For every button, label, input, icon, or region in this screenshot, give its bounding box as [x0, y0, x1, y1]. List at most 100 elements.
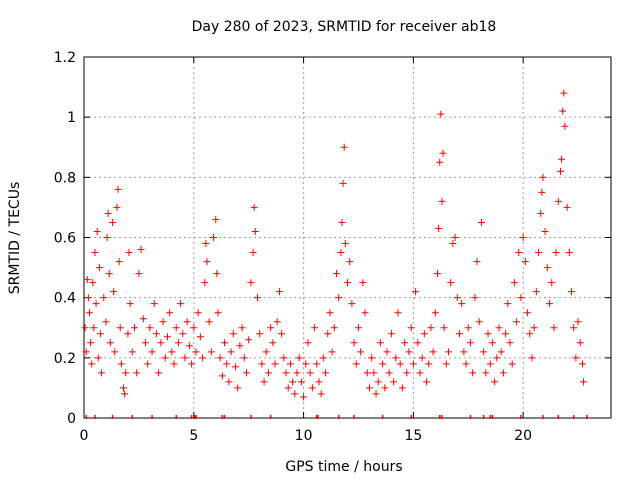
data-point	[114, 185, 122, 193]
data-point	[497, 348, 505, 356]
data-point	[376, 339, 384, 347]
data-point	[133, 369, 141, 377]
data-point	[394, 309, 402, 317]
data-point	[202, 240, 210, 248]
data-point	[148, 348, 156, 356]
data-point	[372, 390, 380, 398]
data-point	[214, 309, 222, 317]
data-point	[401, 339, 409, 347]
data-point	[185, 342, 193, 350]
data-point	[427, 324, 435, 332]
data-point	[122, 369, 130, 377]
plot-frame	[83, 56, 612, 419]
data-point	[306, 369, 314, 377]
data-point	[339, 179, 347, 187]
data-point	[439, 149, 447, 157]
data-point	[278, 330, 286, 338]
data-point	[249, 249, 257, 257]
data-point	[218, 372, 226, 380]
data-point	[560, 89, 568, 97]
data-point	[83, 276, 91, 284]
data-point	[436, 158, 444, 166]
data-point	[291, 390, 299, 398]
data-point	[519, 234, 527, 241]
data-point	[396, 360, 404, 368]
data-point	[275, 288, 283, 296]
data-point	[179, 330, 187, 338]
y-tick-label: 1	[67, 110, 76, 126]
data-point	[515, 249, 523, 257]
data-point	[338, 218, 346, 226]
data-point	[116, 324, 124, 332]
data-point	[172, 324, 180, 332]
data-point	[368, 354, 376, 362]
data-point	[387, 330, 395, 338]
data-point	[315, 378, 323, 386]
data-point	[245, 336, 253, 344]
data-point	[111, 348, 119, 356]
data-point	[416, 369, 424, 377]
data-point	[337, 249, 345, 257]
data-point	[139, 315, 147, 323]
data-point	[297, 378, 305, 386]
data-point	[267, 324, 275, 332]
data-point	[469, 369, 477, 377]
data-point	[460, 348, 468, 356]
data-point	[425, 360, 433, 368]
data-point	[286, 360, 294, 368]
x-tick-label: 15	[404, 428, 422, 444]
data-point	[578, 360, 586, 368]
x-tick-label: 5	[189, 428, 198, 444]
data-point	[250, 203, 258, 211]
data-point	[405, 348, 413, 356]
data-point	[103, 234, 111, 241]
data-point	[159, 318, 167, 326]
data-point	[475, 318, 483, 326]
data-point	[264, 369, 272, 377]
data-point	[502, 330, 510, 338]
y-tick-label: 0	[67, 411, 76, 427]
data-point	[155, 369, 163, 377]
data-point	[390, 378, 398, 386]
y-tick-label: 0.6	[54, 231, 76, 247]
data-point	[304, 339, 312, 347]
data-point	[199, 354, 207, 362]
data-point	[435, 224, 443, 232]
data-point	[398, 384, 406, 392]
data-point	[269, 339, 277, 347]
data-point	[348, 300, 356, 308]
data-point	[146, 324, 154, 332]
chart-title: Day 280 of 2023, SRMTID for receiver ab1…	[192, 19, 497, 35]
data-point	[346, 258, 354, 266]
data-point	[464, 324, 472, 332]
data-point	[82, 348, 90, 356]
data-point	[543, 264, 551, 272]
data-point	[181, 354, 189, 362]
data-point	[203, 258, 211, 266]
data-point	[242, 369, 250, 377]
data-point	[81, 324, 89, 332]
data-point	[240, 354, 248, 362]
data-point	[84, 294, 92, 302]
y-tick-label: 0.4	[54, 291, 76, 307]
data-point	[431, 309, 439, 317]
data-point	[580, 378, 588, 386]
y-axis-label: SRMTID / TECUs	[7, 182, 23, 295]
data-point	[572, 354, 580, 362]
data-point	[87, 339, 95, 347]
data-point	[517, 294, 525, 302]
data-point	[216, 354, 224, 362]
data-point	[174, 339, 182, 347]
data-point	[212, 215, 220, 223]
data-point	[317, 390, 325, 398]
data-point	[85, 309, 93, 317]
data-point	[326, 309, 334, 317]
data-point	[365, 384, 373, 392]
data-point	[506, 339, 514, 347]
data-point	[280, 354, 288, 362]
data-point	[354, 324, 362, 332]
data-point	[537, 209, 545, 217]
data-point	[385, 369, 393, 377]
data-point	[282, 369, 290, 377]
x-axis-label: GPS time / hours	[285, 459, 402, 475]
